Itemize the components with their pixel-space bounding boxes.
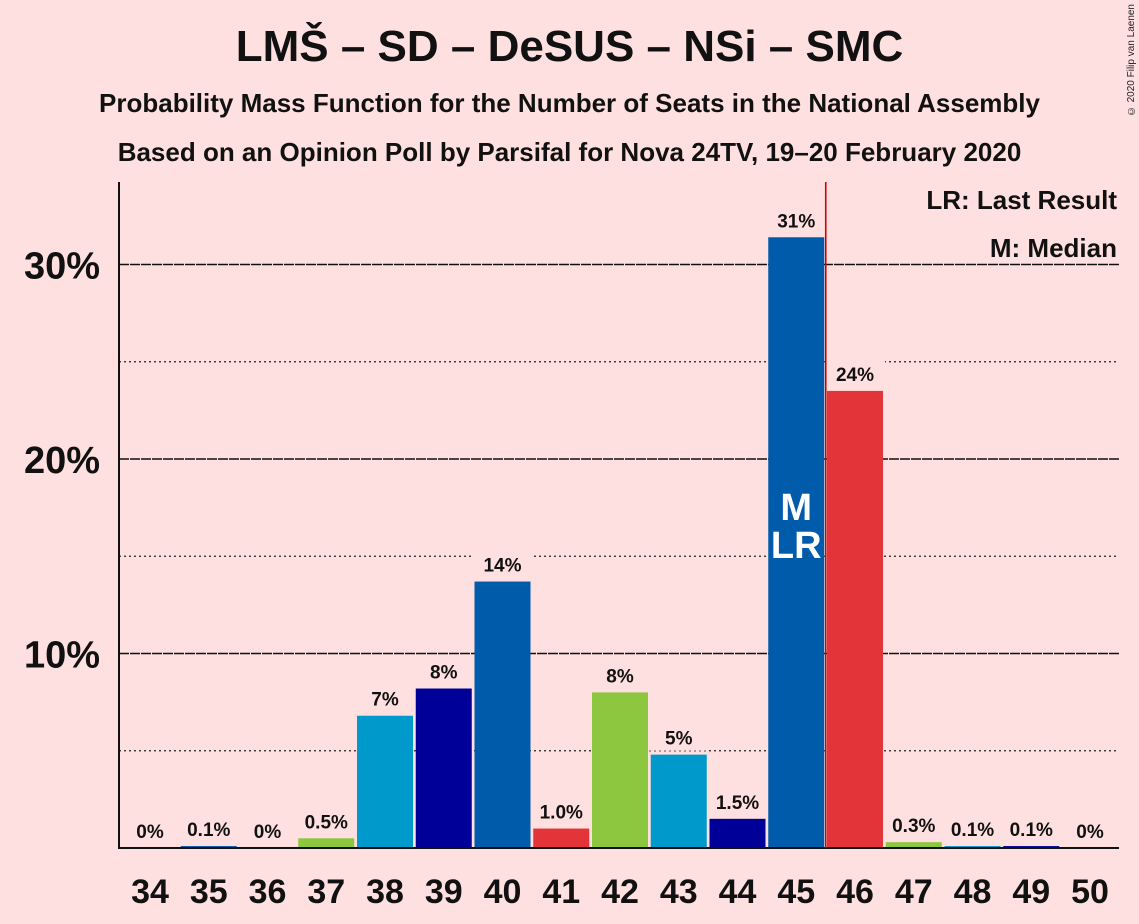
bar-label-backing [355,683,415,712]
bar-label-backing [413,656,474,685]
bar-value-label: 8% [430,663,458,684]
bar-label-backing [178,814,239,843]
x-tick-label: 40 [484,873,522,911]
x-tick-label: 41 [542,873,580,911]
x-tick-label: 49 [1012,873,1050,911]
bar-label-backing [707,786,768,815]
bar-label-backing [1060,816,1120,844]
bar-value-label: 0.5% [305,812,348,833]
bar-value-label: 0.1% [187,820,230,841]
legend-backing [980,231,1118,261]
y-tick-label: 20% [24,440,100,482]
x-tick-label: 34 [131,873,169,911]
y-tick-label: 10% [24,635,100,677]
bar-label-backing [531,796,592,825]
bar-42 [592,692,648,848]
bar-value-label: 7% [371,690,399,711]
legend-backing [930,183,1118,217]
bar-label-backing [296,806,357,835]
bar-value-label: 14% [483,556,521,577]
bar-label-backing [883,810,944,839]
bar-label-backing [1001,814,1062,843]
x-tick-label: 47 [895,873,933,911]
bar-value-label: 0% [136,822,164,843]
x-tick-label: 35 [190,873,228,911]
bar-43 [650,754,707,848]
x-tick-label: 42 [601,873,639,911]
y-tick-label: 30% [24,246,100,288]
bar-47 [885,842,942,848]
bar-label-backing [766,205,827,234]
bar-value-label: 31% [777,211,815,232]
bar-label-backing [237,816,298,844]
bar-45 [768,237,825,848]
bar-value-label: 0% [1076,822,1104,843]
x-tick-label: 38 [366,873,404,911]
legend-last-result: LR: Last Result [926,185,1117,215]
x-tick-label: 50 [1071,873,1109,911]
chart-subtitle: Probability Mass Function for the Number… [99,88,1040,118]
x-tick-label: 45 [777,873,815,911]
bar-value-label: 1.5% [716,793,759,814]
bar-label-backing [472,549,533,578]
x-tick-label: 37 [307,873,345,911]
bar-label-backing [825,358,885,387]
bar-label-backing [120,816,180,844]
bar-label-backing [942,814,1003,843]
bar-label-backing [590,660,650,689]
bar-value-label: 5% [665,729,693,750]
x-tick-label: 46 [836,873,874,911]
bar-label-backing [648,722,709,751]
chart-subtitle-source: Based on an Opinion Poll by Parsifal for… [117,137,1022,167]
bar-38 [357,715,413,848]
chart-title: LMŠ – SD – DeSUS – NSi – SMC [235,22,904,71]
bar-44 [709,818,766,848]
x-tick-label: 44 [719,873,757,911]
bar-marker-label: M [780,487,812,529]
bar-value-label: 24% [836,365,874,386]
x-tick-label: 36 [249,873,287,911]
x-tick-label: 43 [660,873,698,911]
x-tick-label: 48 [954,873,992,911]
bar-46 [827,390,883,848]
bar-value-label: 0.3% [892,816,935,837]
bar-value-label: 0.1% [1010,820,1053,841]
bar-39 [415,688,472,848]
bar-40 [474,581,531,848]
bar-37 [298,838,355,848]
bar-value-label: 1.0% [540,803,583,824]
bar-marker-label: LR [771,525,822,567]
legend-median: M: Median [990,233,1117,263]
bar-value-label: 0.1% [951,820,994,841]
x-tick-label: 39 [425,873,463,911]
bar-41 [533,828,590,848]
bar-value-label: 0% [254,822,282,843]
bar-value-label: 8% [606,666,634,687]
